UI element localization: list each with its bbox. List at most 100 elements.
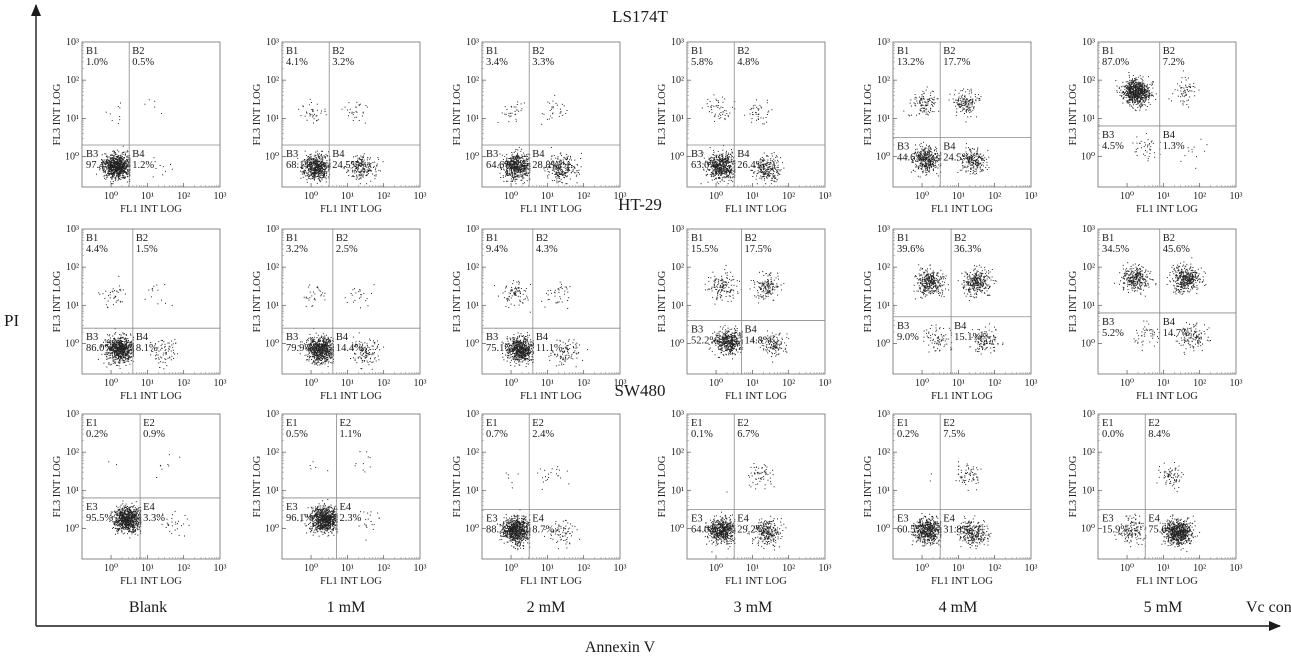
x-tick-label: 10⁰ xyxy=(104,563,118,574)
x-tick-label: 10¹ xyxy=(341,563,354,574)
quadrant-percent: 29.2% xyxy=(737,524,764,535)
x-tick-label: 10² xyxy=(577,191,590,202)
x-tick-label: 10¹ xyxy=(1157,191,1170,202)
scatter-panel: 10⁰ 10⁰ 10¹ 10¹ 10² 10² 10³ 10³ FL1 INT LOG FL3 I… xyxy=(52,37,227,215)
x-tick-label: 10⁰ xyxy=(709,378,723,389)
y-tick-label: 10⁰ xyxy=(465,338,479,349)
x-tick-label: 10³ xyxy=(414,378,427,389)
quadrant-label: B3 xyxy=(86,149,98,160)
quadrant-label: E4 xyxy=(339,502,351,513)
quadrant-label: E1 xyxy=(691,418,703,429)
quadrant-percent: 7.2% xyxy=(1163,57,1185,68)
y-tick-label: 10³ xyxy=(66,409,79,420)
y-tick-label: 10³ xyxy=(266,224,279,235)
y-tick-label: 10³ xyxy=(266,409,279,420)
x-tick-label: 10³ xyxy=(414,191,427,202)
quadrant-label: E4 xyxy=(143,502,155,513)
y-tick-label: 10³ xyxy=(466,409,479,420)
quadrant-percent: 11.1% xyxy=(536,343,563,354)
quadrant-percent: 24.5% xyxy=(943,152,970,163)
x-tick-label: 10⁰ xyxy=(709,191,723,202)
event-dots xyxy=(297,284,385,370)
quadrant-percent: 52.2% xyxy=(691,336,718,347)
x-tick-label: 10³ xyxy=(614,378,627,389)
quadrant-percent: 39.6% xyxy=(897,244,924,255)
scatter-panel: 10⁰ 10⁰ 10¹ 10¹ 10² 10² 10³ 10³ FL1 INT LOG FL3 I… xyxy=(52,224,227,402)
panel-x-axis-label: FL1 INT LOG xyxy=(120,204,182,215)
quadrant-label: B1 xyxy=(486,233,498,244)
scatter-panel: 10⁰ 10⁰ 10¹ 10¹ 10² 10² 10³ 10³ FL1 INT LOG FL3 I… xyxy=(452,409,627,587)
y-tick-label: 10³ xyxy=(66,224,79,235)
y-tick-label: 10⁰ xyxy=(465,523,479,534)
panel-x-axis-label: FL1 INT LOG xyxy=(931,391,993,402)
concentration-label: 5 mM xyxy=(1144,599,1183,616)
quadrant-percent: 17.7% xyxy=(943,57,970,68)
event-dots xyxy=(497,94,582,185)
quadrant-percent: 0.2% xyxy=(86,429,108,440)
y-tick-label: 10¹ xyxy=(66,113,79,124)
quadrant-percent: 0.7% xyxy=(486,429,508,440)
panel-y-axis-label: FL3 INT LOG xyxy=(1068,270,1079,332)
x-tick-label: 10² xyxy=(177,563,190,574)
panel-frame xyxy=(281,228,421,375)
y-tick-label: 10² xyxy=(466,262,479,273)
quadrant-percent: 0.5% xyxy=(286,429,308,440)
x-tick-label: 10² xyxy=(577,563,590,574)
quadrant-label: B2 xyxy=(536,233,548,244)
y-tick-label: 10² xyxy=(266,75,279,86)
panel-y-axis-label: FL3 INT LOG xyxy=(657,455,668,517)
y-tick-label: 10² xyxy=(671,75,684,86)
x-tick-label: 10² xyxy=(988,563,1001,574)
quadrant-label: B3 xyxy=(897,321,909,332)
quadrant-percent: 79.9% xyxy=(286,343,313,354)
scatter-panel: 10⁰ 10⁰ 10¹ 10¹ 10² 10² 10³ 10³ FL1 INT LOG FL3 I… xyxy=(863,409,1038,587)
cell-line-title: LS174T xyxy=(612,7,668,26)
x-tick-label: 10³ xyxy=(1025,191,1038,202)
x-tick-label: 10³ xyxy=(214,563,227,574)
quadrant-percent: 5.2% xyxy=(1102,328,1124,339)
quadrant-percent: 0.2% xyxy=(897,429,919,440)
y-tick-label: 10³ xyxy=(671,37,684,48)
x-axis-label-annexin: Annexin V xyxy=(585,639,656,656)
x-tick-label: 10⁰ xyxy=(104,191,118,202)
panel-y-axis-label: FL3 INT LOG xyxy=(452,83,463,145)
quadrant-label: B3 xyxy=(286,149,298,160)
x-tick-label: 10² xyxy=(377,563,390,574)
x-tick-label: 10¹ xyxy=(541,191,554,202)
y-tick-label: 10⁰ xyxy=(265,338,279,349)
quadrant-percent: 14.7% xyxy=(1163,328,1190,339)
concentration-label: 4 mM xyxy=(939,599,978,616)
x-tick-label: 10⁰ xyxy=(709,563,723,574)
panel-frame xyxy=(686,413,826,560)
quadrant-label: B1 xyxy=(286,46,298,57)
x-tick-label: 10² xyxy=(988,378,1001,389)
x-tick-label: 10¹ xyxy=(1157,563,1170,574)
x-tick-label: 10¹ xyxy=(952,378,965,389)
scatter-panel: 10⁰ 10⁰ 10¹ 10¹ 10² 10² 10³ 10³ FL1 INT LOG FL3 I… xyxy=(657,409,832,587)
quadrant-label: B1 xyxy=(486,46,498,57)
concentration-label: 2 mM xyxy=(527,599,566,616)
x-tick-label: 10³ xyxy=(1025,378,1038,389)
x-tick-label: 10⁰ xyxy=(1120,378,1134,389)
event-dots xyxy=(913,264,1004,355)
x-tick-label: 10¹ xyxy=(746,378,759,389)
quadrant-percent: 63.0% xyxy=(691,160,718,171)
y-tick-label: 10¹ xyxy=(671,113,684,124)
quadrant-label: B4 xyxy=(536,332,549,343)
quadrant-label: E3 xyxy=(897,513,909,524)
quadrant-percent: 75.6% xyxy=(1148,524,1175,535)
y-tick-label: 10³ xyxy=(466,224,479,235)
quadrant-percent: 31.8% xyxy=(943,524,970,535)
y-tick-label: 10¹ xyxy=(466,113,479,124)
quadrant-label: B2 xyxy=(336,233,348,244)
quadrant-percent: 5.8% xyxy=(691,57,713,68)
y-tick-label: 10¹ xyxy=(671,485,684,496)
quadrant-label: B2 xyxy=(744,233,756,244)
y-tick-label: 10⁰ xyxy=(265,151,279,162)
y-tick-label: 10⁰ xyxy=(670,338,684,349)
quadrant-percent: 15.5% xyxy=(691,244,718,255)
x-tick-label: 10⁰ xyxy=(915,378,929,389)
panel-frame xyxy=(81,413,221,560)
quadrant-label: B3 xyxy=(897,141,909,152)
